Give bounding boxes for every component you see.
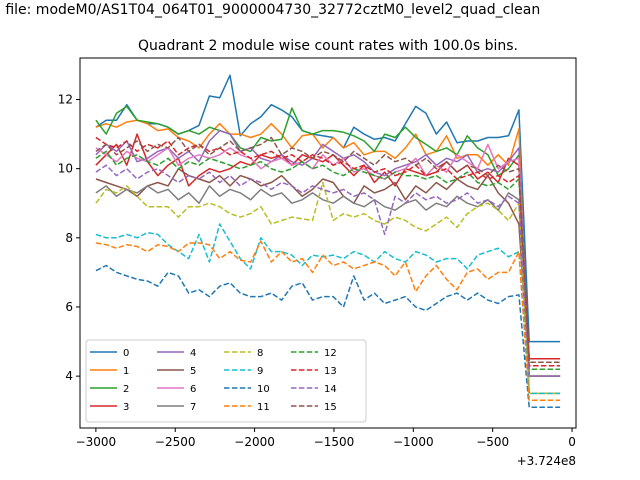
series-line-6: [95, 143, 561, 377]
legend-label-6: 6: [190, 384, 196, 395]
plot-area: [95, 74, 561, 409]
series-line-5: [95, 167, 561, 377]
series-line-8: [95, 181, 561, 395]
series-line-15: [95, 136, 561, 364]
legend-label-12: 12: [324, 348, 337, 359]
series-line-14: [95, 164, 561, 377]
legend-label-2: 2: [123, 384, 129, 395]
legend-label-3: 3: [123, 402, 129, 413]
series-line-1: [95, 119, 561, 395]
y-tick-label: 6: [65, 300, 73, 314]
x-tick-label: −1500: [314, 435, 355, 449]
legend-label-9: 9: [257, 366, 263, 377]
y-tick-label: 4: [65, 369, 73, 383]
legend-label-5: 5: [190, 366, 196, 377]
legend-label-1: 1: [123, 366, 129, 377]
series-line-13: [95, 136, 561, 367]
series-line-11: [95, 240, 561, 402]
y-tick-label: 10: [58, 162, 73, 176]
x-tick-label: −2000: [234, 435, 275, 449]
plot-frame: [79, 57, 577, 429]
x-axis: −3000 −2500 −2000 −1500 −1000 −500 0: [76, 428, 576, 449]
x-tick-label: −500: [476, 435, 509, 449]
x-tick-label: −3000: [76, 435, 117, 449]
series-line-10: [95, 264, 561, 409]
x-tick-label: 0: [568, 435, 576, 449]
legend-label-11: 11: [257, 402, 270, 413]
legend-label-14: 14: [324, 384, 337, 395]
series-line-9: [95, 223, 561, 395]
legend-label-13: 13: [324, 366, 337, 377]
series-line-4: [95, 129, 561, 377]
legend-box: [85, 339, 367, 423]
x-tick-label: −1000: [393, 435, 434, 449]
legend-label-0: 0: [123, 348, 129, 359]
y-axis: 4 6 8 10 12: [58, 92, 80, 383]
x-offset-label: +3.724e8: [517, 454, 576, 468]
legend-label-4: 4: [190, 348, 196, 359]
y-tick-label: 12: [58, 92, 73, 106]
legend-label-15: 15: [324, 402, 337, 413]
series-line-12: [95, 150, 561, 370]
legend-label-8: 8: [257, 348, 263, 359]
x-tick-label: −2500: [155, 435, 196, 449]
legend-label-10: 10: [257, 384, 270, 395]
series-line-2: [95, 105, 561, 360]
chart-title: Quadrant 2 module wise count rates with …: [138, 38, 518, 54]
chart-suptitle: n file: modeM0/AS1T04_064T01_9000004730_…: [0, 2, 540, 18]
legend-label-7: 7: [190, 402, 196, 413]
y-tick-label: 8: [65, 231, 73, 245]
